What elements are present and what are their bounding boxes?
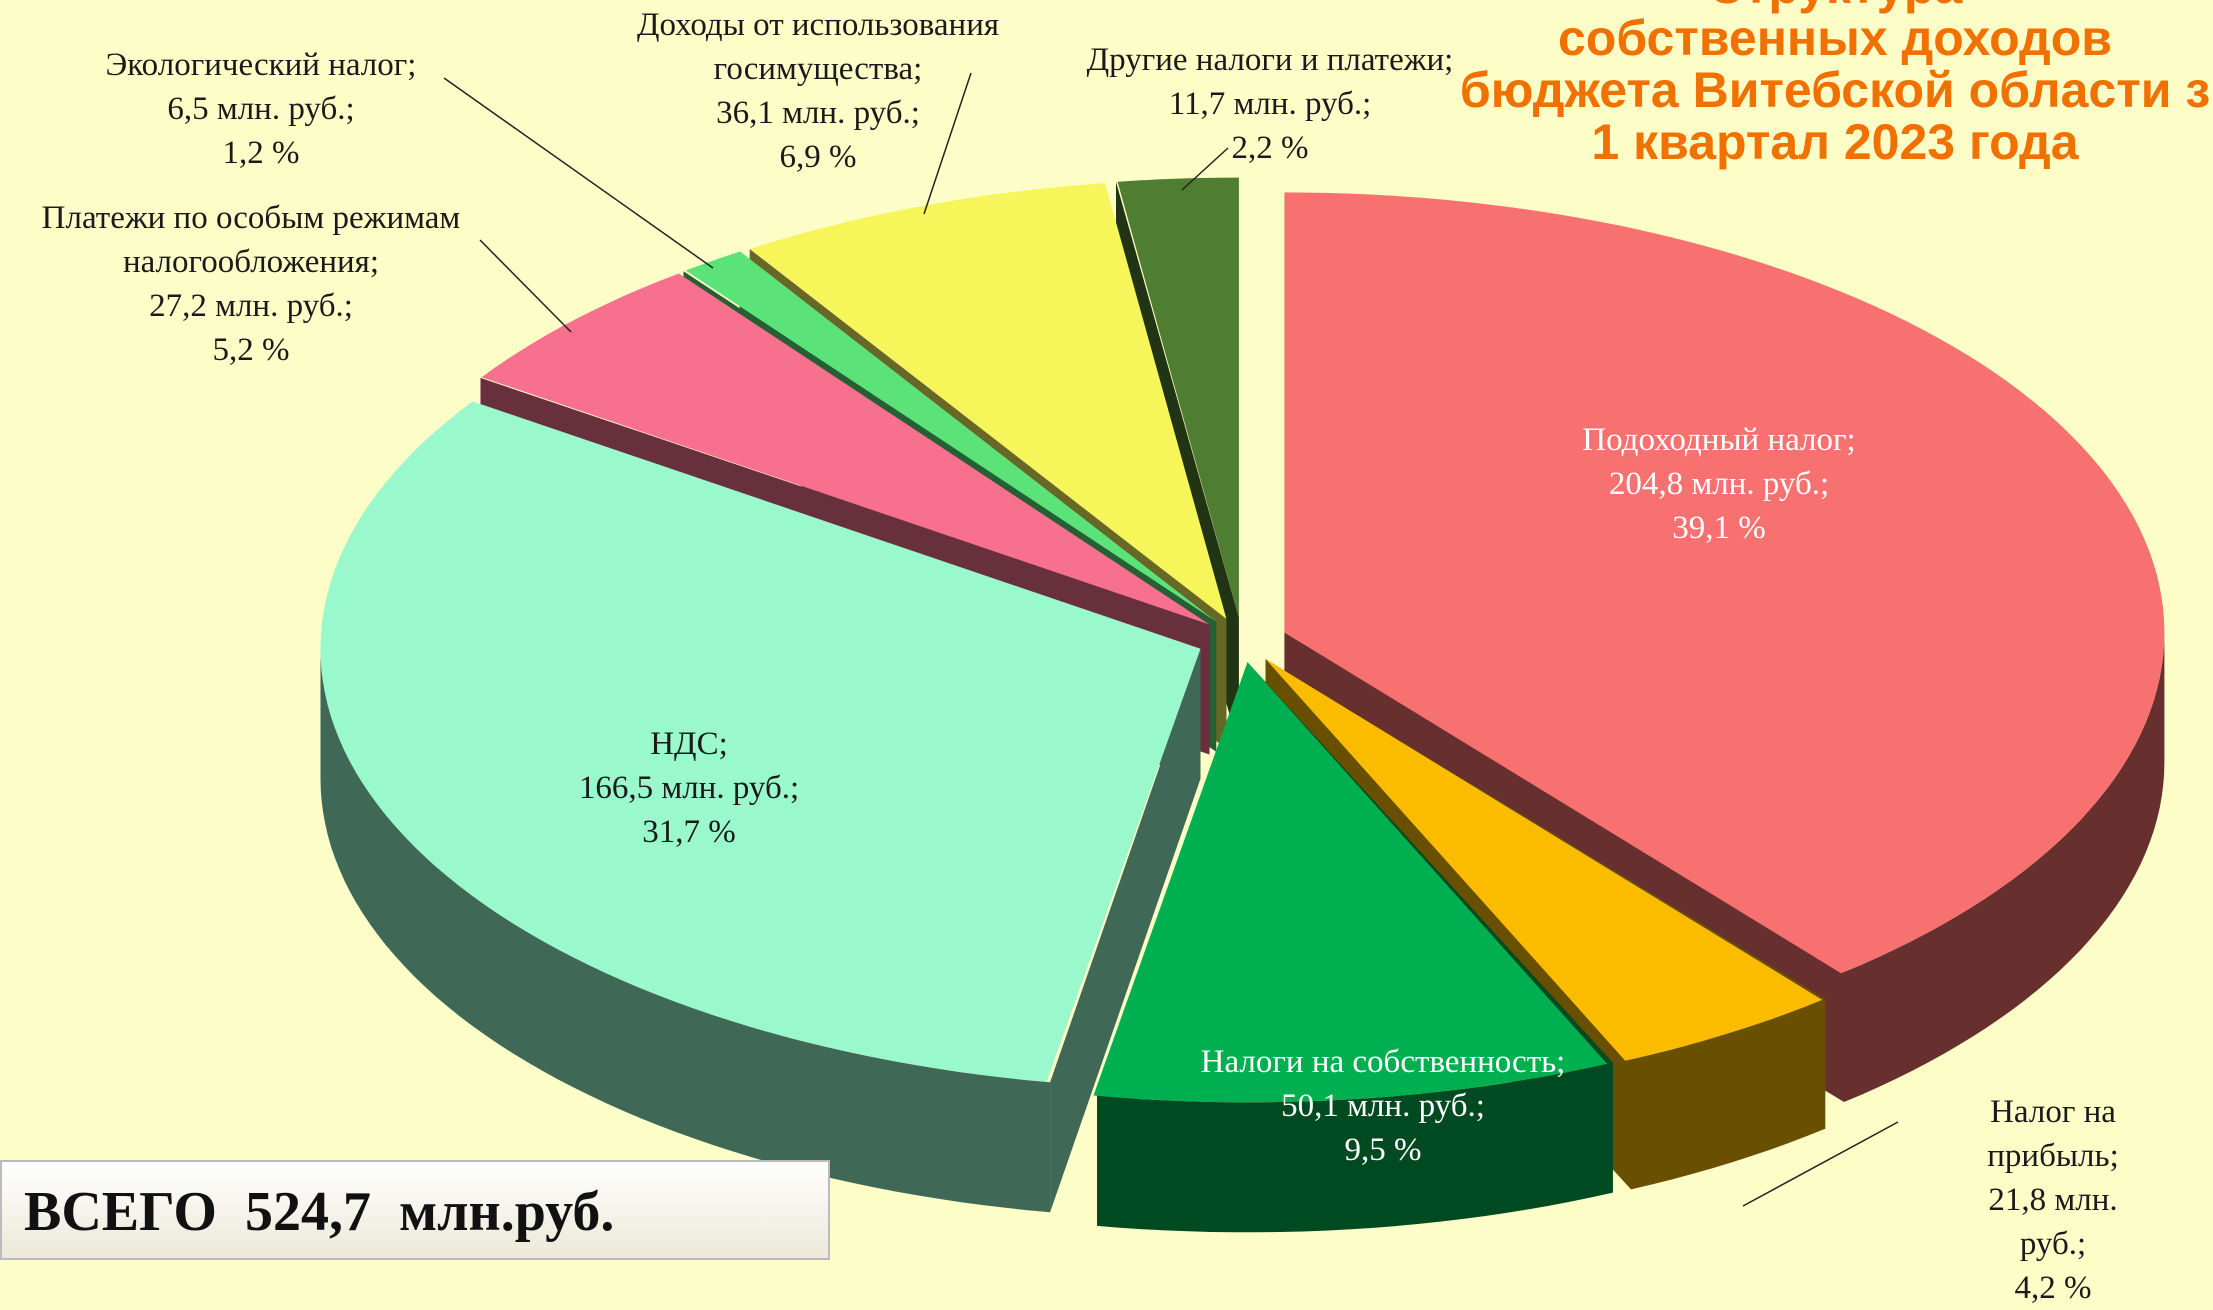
- value-label: 2,2 %: [1231, 130, 1309, 166]
- chart: [320, 72, 2165, 1233]
- data-label: Налог на прибыль; 21,8 млн. руб.; 4,2 %: [1973, 1090, 2133, 1310]
- total-box: ВСЕГО 524,7 млн.руб.: [0, 1160, 830, 1260]
- category: НДС;: [650, 726, 728, 762]
- amount-label: 36,1 млн. руб.;: [716, 95, 920, 131]
- slice-top: [1117, 177, 1239, 618]
- slice-outer-wall: [320, 648, 1051, 1213]
- slice-outer-wall: [1097, 1062, 1613, 1233]
- data-label: Экологический налог; 6,5 млн. руб.; 1,2 %: [106, 43, 417, 175]
- slice-top: [481, 273, 1210, 625]
- leader-line: [479, 239, 572, 333]
- amount-label: 11,7 млн. руб.;: [1168, 86, 1372, 122]
- slice-top: [750, 183, 1227, 619]
- leader-line: [1742, 1121, 1899, 1207]
- pie-slices: [320, 177, 2165, 1233]
- category: Другие налоги и платежи;: [1086, 42, 1454, 78]
- value-label: 1,2 %: [222, 135, 300, 171]
- total-label: ВСЕГО: [24, 1181, 217, 1243]
- amount-label: 166,5 млн. руб.;: [578, 770, 800, 806]
- data-label: Доходы от использования госимущества; 36,…: [637, 3, 999, 179]
- value-label: 31,7 %: [642, 814, 736, 850]
- leader-lines: [443, 72, 1899, 1207]
- title-line: 1 квартал 2023 года: [1591, 114, 2079, 170]
- slice-top: [1284, 192, 2165, 974]
- slice: [320, 401, 1201, 1213]
- value-label: 9,5 %: [1344, 1132, 1422, 1168]
- amount-label: 6,5 млн. руб.;: [167, 91, 355, 127]
- slice-top: [685, 251, 1217, 622]
- slice-top: [1093, 662, 1608, 1103]
- leader-line: [1181, 147, 1229, 191]
- value-label: 4,2 %: [2014, 1270, 2092, 1306]
- title-line: Структура: [1460, 0, 2210, 12]
- slice-outer-wall: [1631, 998, 1826, 1190]
- category: Подоходный налог;: [1582, 422, 1856, 458]
- data-label: НДС; 166,5 млн. руб.; 31,7 %: [579, 722, 799, 854]
- slice-top: [1265, 659, 1823, 1061]
- amount-label: 204,8 млн. руб.;: [1608, 466, 1830, 502]
- title-line: бюджета Витебской области з: [1459, 62, 2211, 118]
- category: Экологический налог;: [105, 47, 417, 83]
- total-value: 524,7 млн.руб.: [244, 1181, 615, 1243]
- chart-title: Структура собственных доходов бюджета Ви…: [1460, 0, 2210, 168]
- value-label: 5,2 %: [212, 332, 290, 368]
- category: Налоги на собственность;: [1200, 1044, 1566, 1080]
- data-label: Платежи по особым режимам налогообложени…: [42, 196, 461, 372]
- amount-label: 21,8 млн. руб.;: [1988, 1182, 2118, 1262]
- title-line: собственных доходов: [1557, 10, 2113, 66]
- amount-label: 27,2 млн. руб.;: [149, 288, 353, 324]
- amount-label: 50,1 млн. руб.;: [1281, 1088, 1485, 1124]
- leader-line: [923, 72, 972, 215]
- slice-top: [320, 401, 1201, 1082]
- category: Налог на прибыль;: [1987, 1094, 2119, 1174]
- leader-line: [443, 77, 714, 269]
- value-label: 39,1 %: [1672, 510, 1766, 546]
- value-label: 6,9 %: [779, 139, 857, 175]
- slice-outer-wall: [1844, 632, 2165, 1102]
- slice: [1093, 662, 1613, 1233]
- data-label: Налоги на собственность; 50,1 млн. руб.; 9…: [1201, 1040, 1566, 1172]
- category: Платежи по особым режимам налогообложени…: [41, 200, 461, 280]
- slice-side-wall: [1050, 648, 1201, 1213]
- data-label: Другие налоги и платежи; 11,7 млн. руб.; 2…: [1087, 38, 1454, 170]
- data-label: Подоходный налог; 204,8 млн. руб.; 39,1 %: [1582, 418, 1855, 550]
- category: Доходы от использования госимущества;: [636, 7, 1000, 87]
